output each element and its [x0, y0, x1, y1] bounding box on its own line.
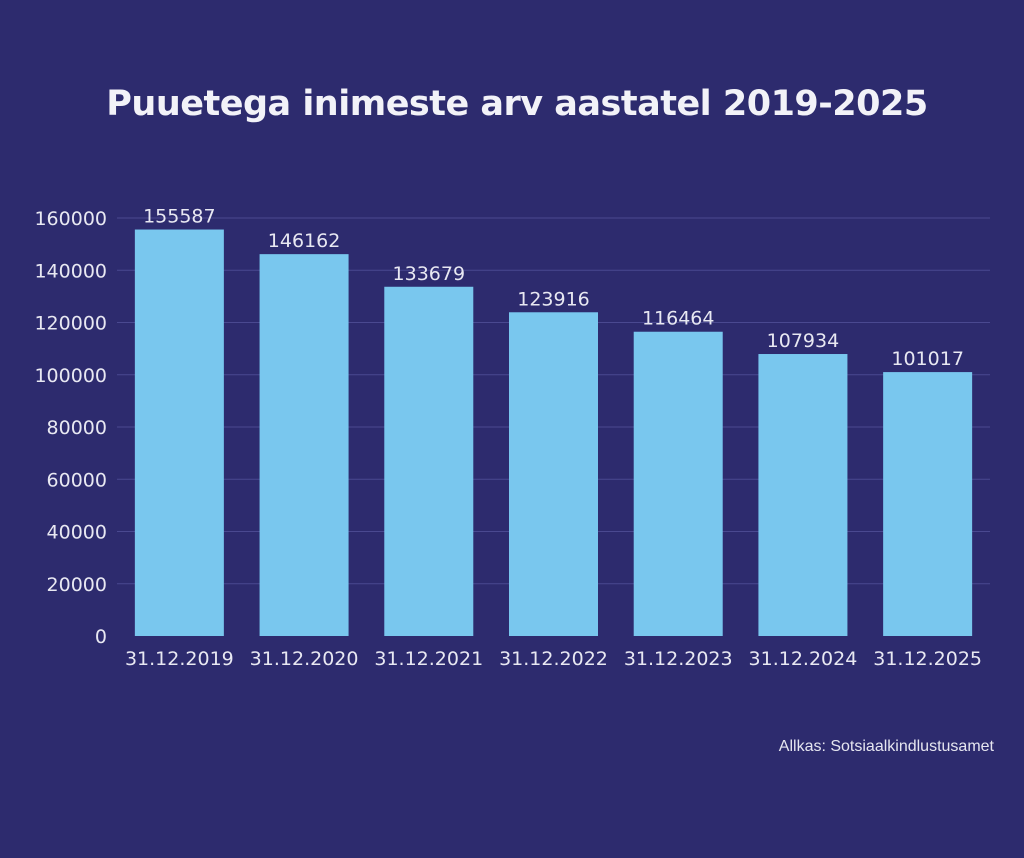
bar	[134, 229, 224, 636]
chart-title: Puuetega inimeste arv aastatel 2019-2025	[106, 84, 928, 124]
x-tick-label: 31.12.2020	[250, 648, 359, 670]
bar	[633, 331, 723, 636]
data-label: 116464	[642, 308, 715, 330]
data-label: 123916	[517, 288, 590, 310]
x-tick-label: 31.12.2022	[499, 648, 608, 670]
y-tick-label: 140000	[34, 260, 107, 282]
data-label: 101017	[891, 348, 964, 370]
y-tick-label: 120000	[34, 313, 107, 335]
source-note: Allkas: Sotsiaalkindlustusamet	[778, 738, 994, 755]
data-labels: 155587 146162 133679 123916 116464 107934 1010…	[143, 206, 964, 371]
y-tick-label: 60000	[47, 469, 107, 491]
y-tick-label: 80000	[47, 417, 107, 439]
y-tick-label: 100000	[34, 365, 107, 387]
data-label: 146162	[268, 230, 341, 252]
bar	[758, 354, 848, 636]
bar	[883, 372, 973, 636]
data-label: 107934	[767, 330, 840, 352]
data-label: 133679	[393, 263, 466, 285]
bar	[384, 286, 474, 636]
y-tick-label: 0	[95, 626, 107, 648]
bars	[134, 229, 973, 636]
bar	[509, 312, 598, 636]
bar	[259, 254, 349, 636]
x-tick-label: 31.12.2025	[873, 648, 982, 670]
y-axis-ticks: 0 20000 40000 60000 80000 100000 120000 140000 1…	[34, 208, 107, 648]
x-tick-label: 31.12.2019	[125, 648, 234, 670]
y-tick-label: 160000	[34, 208, 107, 230]
x-tick-label: 31.12.2021	[374, 648, 483, 670]
y-tick-label: 40000	[47, 522, 107, 544]
x-axis-ticks: 31.12.2019 31.12.2020 31.12.2021 31.12.2022…	[125, 648, 982, 670]
y-tick-label: 20000	[47, 574, 107, 596]
x-tick-label: 31.12.2024	[749, 648, 858, 670]
data-label: 155587	[143, 206, 216, 228]
x-tick-label: 31.12.2023	[624, 648, 733, 670]
